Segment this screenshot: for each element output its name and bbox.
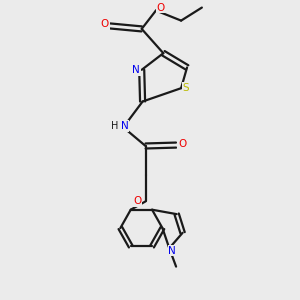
Text: N: N bbox=[168, 246, 176, 256]
Text: O: O bbox=[133, 196, 141, 206]
Text: S: S bbox=[183, 83, 190, 93]
Text: H: H bbox=[111, 121, 119, 131]
Text: O: O bbox=[178, 139, 186, 148]
Text: N: N bbox=[121, 121, 129, 131]
Text: O: O bbox=[100, 20, 109, 29]
Text: N: N bbox=[133, 65, 140, 75]
Text: O: O bbox=[156, 3, 164, 13]
